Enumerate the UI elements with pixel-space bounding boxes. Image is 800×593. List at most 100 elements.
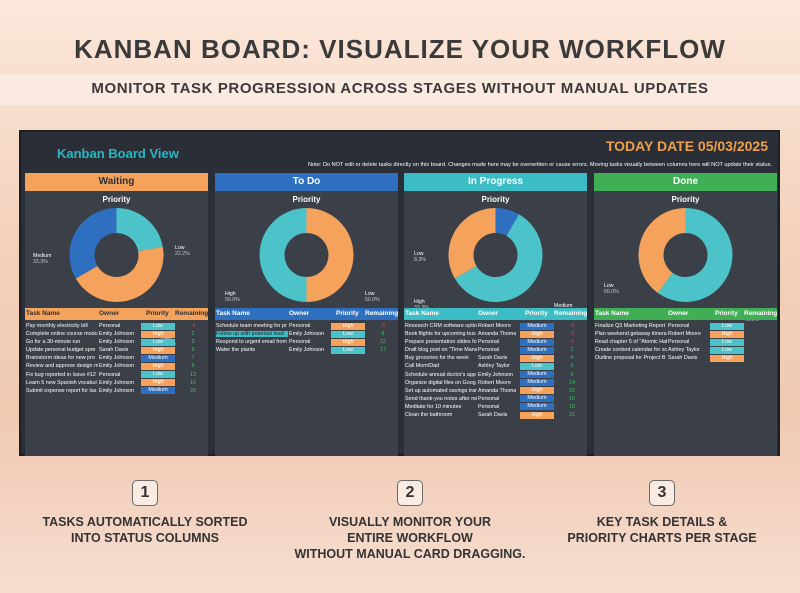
priority-badge: Low bbox=[331, 330, 365, 338]
slice-label: Medium 33.3% bbox=[33, 253, 51, 265]
remaining-days: 4 bbox=[570, 355, 574, 362]
table-row[interactable]: Read chapter 5 of "Atomic Hab Personal Low… bbox=[594, 338, 777, 346]
table-row[interactable]: Book flights for upcoming bus Amanda Thom… bbox=[404, 330, 587, 338]
slice-medium bbox=[454, 214, 543, 302]
task-list: Schedule team meeting for pr Personal High… bbox=[215, 322, 398, 354]
task-name: Water the plants bbox=[216, 347, 256, 354]
task-table-header: Task Name Owner Priority Remaining bbox=[404, 308, 587, 320]
table-row[interactable]: Pay monthly electricity bill Personal Low -… bbox=[25, 322, 208, 330]
remaining-days: -3 bbox=[569, 323, 575, 329]
column-to-do: To Do Priority High 50.0% Low 50.0% Task Name O… bbox=[215, 173, 398, 456]
slice-label: Low 22.2% bbox=[175, 245, 190, 257]
table-row[interactable]: Buy groceries for the week Sarah Davis Hig… bbox=[404, 354, 587, 362]
header-owner[interactable]: Owner bbox=[668, 310, 689, 317]
header-owner[interactable]: Owner bbox=[99, 310, 120, 317]
header-remaining[interactable]: Remaining bbox=[554, 310, 588, 317]
table-row[interactable]: Brainstorm ideas for new pro Emily Johnso… bbox=[25, 354, 208, 362]
task-name: Organize digital files on Goog bbox=[405, 379, 476, 386]
table-row[interactable]: Respond to urgent email from Personal High… bbox=[215, 338, 398, 346]
remaining-days: -4 bbox=[190, 323, 196, 329]
table-row[interactable]: Research CRM software optio Robert Moore M… bbox=[404, 322, 587, 330]
header-task[interactable]: Task Name bbox=[595, 310, 629, 317]
table-row[interactable]: Outline proposal for Project B Sarah Davi… bbox=[594, 354, 777, 362]
task-owner: Emily Johnson bbox=[99, 379, 135, 386]
table-row[interactable]: Update personal budget spre Sarah Davis Hi… bbox=[25, 346, 208, 354]
slice-label-name: Low bbox=[365, 291, 375, 297]
column-header: In Progress bbox=[404, 173, 587, 191]
task-name: Submit expense report for las bbox=[26, 387, 97, 394]
header-owner[interactable]: Owner bbox=[289, 310, 310, 317]
today-date: TODAY DATE 05/03/2025 bbox=[605, 138, 768, 154]
header-priority[interactable]: Priority bbox=[336, 310, 359, 317]
header-priority[interactable]: Priority bbox=[715, 310, 738, 317]
priority-badge: Low bbox=[710, 322, 744, 330]
chart-title: Priority bbox=[671, 195, 700, 204]
priority-badge: Low bbox=[520, 362, 554, 370]
header-priority[interactable]: Priority bbox=[525, 310, 548, 317]
task-owner: Personal bbox=[99, 371, 121, 378]
slice-label: High 50.0% bbox=[225, 291, 240, 303]
task-name: Fix bug reported in Issue #12 bbox=[26, 371, 96, 378]
priority-badge: Low bbox=[141, 322, 175, 330]
table-row[interactable]: Learn 5 new Spanish vocabul Emily Johnson… bbox=[25, 379, 208, 387]
table-row[interactable]: Organize digital files on Goog Robert Moo… bbox=[404, 379, 587, 387]
priority-badge: High bbox=[520, 387, 554, 395]
header-task[interactable]: Task Name bbox=[405, 310, 439, 317]
table-row[interactable]: Draft blog post on "Time Mana Personal Med… bbox=[404, 346, 587, 354]
task-name: Call Mom/Dad bbox=[405, 363, 440, 370]
kanban-board: Kanban Board View TODAY DATE 05/03/2025 … bbox=[19, 130, 780, 456]
task-owner: Personal bbox=[668, 339, 690, 346]
remaining-days: 14 bbox=[569, 379, 575, 386]
table-row[interactable]: Clean the bathroom Sarah Davis High 21 bbox=[404, 411, 587, 419]
table-row[interactable]: Call Mom/Dad Ashley Taylor Low 5 bbox=[404, 362, 587, 370]
task-owner: Personal bbox=[99, 323, 121, 329]
task-name: Outline proposal for Project B bbox=[595, 355, 666, 362]
priority-badge: High bbox=[141, 379, 175, 387]
table-row[interactable]: Fix bug reported in Issue #12 Personal Low… bbox=[25, 371, 208, 379]
table-row[interactable]: Plan weekend getaway itinera Robert Moore… bbox=[594, 330, 777, 338]
column-waiting: WaitingPriorityLow22.2%High44.4%Medium33… bbox=[25, 173, 208, 456]
header-task[interactable]: Task Name bbox=[216, 310, 250, 317]
table-row[interactable]: Schedule team meeting for pr Personal High… bbox=[215, 322, 398, 330]
remaining-days: 15 bbox=[569, 387, 575, 394]
task-owner: Sarah Davis bbox=[668, 355, 698, 362]
table-row[interactable]: Send thank-you notes after ne Personal Med… bbox=[404, 395, 587, 403]
priority-donut-chart bbox=[638, 208, 733, 302]
slice-label-pct: 50.0% bbox=[365, 297, 380, 303]
task-table-header: Task Name Owner Priority Remaining bbox=[594, 308, 777, 320]
priority-badge: High bbox=[331, 322, 365, 330]
step-number-badge: 1 bbox=[132, 480, 158, 506]
priority-badge: Medium bbox=[520, 322, 554, 330]
header-task[interactable]: Task Name bbox=[26, 310, 60, 317]
table-row[interactable]: Schedule annual doctor's app Emily Johnso… bbox=[404, 371, 587, 379]
table-row[interactable]: Follow up with potential lead Emily Johns… bbox=[215, 330, 398, 338]
priority-badge: Medium bbox=[520, 395, 554, 403]
table-row[interactable]: Set up automated savings tran Amanda Thom… bbox=[404, 387, 587, 395]
task-name: Prepare presentation slides fo bbox=[405, 339, 477, 346]
header-remaining[interactable]: Remaining bbox=[175, 310, 209, 317]
table-row[interactable]: Water the plants Emily Johnson Low 17 bbox=[215, 346, 398, 354]
table-row[interactable]: Submit expense report for las Emily Johns… bbox=[25, 387, 208, 395]
priority-donut-chart bbox=[448, 208, 543, 302]
priority-badge: High bbox=[520, 411, 554, 419]
table-row[interactable]: Create content calendar for sc Ashley Tay… bbox=[594, 346, 777, 354]
table-row[interactable]: Prepare presentation slides fo Personal Me… bbox=[404, 338, 587, 346]
priority-badge: High bbox=[520, 330, 554, 338]
header-remaining[interactable]: Remaining bbox=[744, 310, 778, 317]
task-owner: Emily Johnson bbox=[478, 371, 514, 378]
table-row[interactable]: Go for a 30-minute run Emily Johnson Low 3 bbox=[25, 338, 208, 346]
remaining-days: 3 bbox=[191, 339, 195, 346]
task-owner: Amanda Thomas bbox=[478, 331, 516, 338]
subtitle-band bbox=[0, 75, 800, 105]
header-owner[interactable]: Owner bbox=[478, 310, 499, 317]
chart-title: Priority bbox=[292, 195, 321, 204]
slice-label-name: Medium bbox=[33, 253, 52, 259]
header-priority[interactable]: Priority bbox=[146, 310, 169, 317]
table-row[interactable]: Meditate for 10 minutes Personal Medium 18 bbox=[404, 403, 587, 411]
task-name: Go for a 30-minute run bbox=[26, 339, 81, 346]
table-row[interactable]: Complete online course modu Emily Johnson… bbox=[25, 330, 208, 338]
table-row[interactable]: Review and approve design m Emily Johnson… bbox=[25, 362, 208, 370]
header-remaining[interactable]: Remaining bbox=[365, 310, 399, 317]
